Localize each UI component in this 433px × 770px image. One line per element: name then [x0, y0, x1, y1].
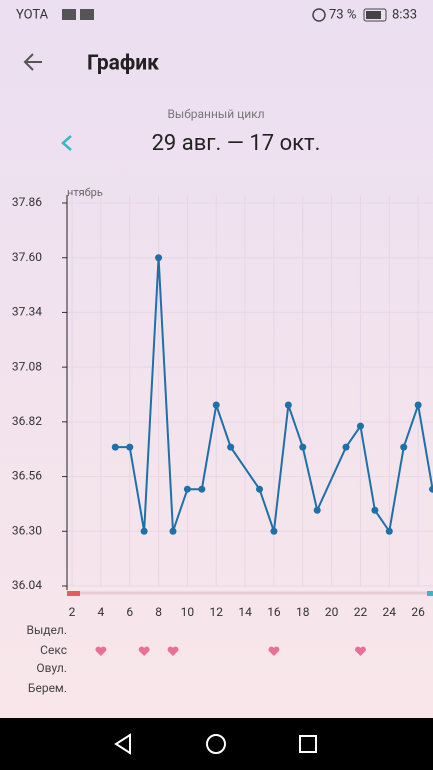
- carrier: YOTA: [16, 7, 49, 22]
- x-tick-label: 14: [238, 605, 252, 619]
- data-point: [126, 443, 134, 451]
- y-tick-label: 36.30: [12, 523, 42, 537]
- cycle-range: 29 авг. — 17 окт.: [152, 131, 321, 156]
- data-point: [356, 422, 364, 430]
- x-tick-label: 22: [354, 605, 368, 619]
- data-point: [299, 443, 307, 451]
- x-tick-label: 8: [155, 605, 162, 619]
- y-tick-label: 36.04: [12, 578, 42, 592]
- y-tick-label: 36.56: [12, 469, 42, 483]
- data-point: [371, 506, 379, 514]
- x-tick-label: 4: [98, 605, 105, 619]
- period-marker: [67, 591, 80, 596]
- data-point: [212, 401, 220, 409]
- data-point: [400, 443, 408, 451]
- data-point: [169, 527, 177, 535]
- row-label: Секс: [40, 643, 67, 657]
- x-tick-label: 26: [411, 605, 425, 619]
- heart: [167, 646, 179, 656]
- x-tick-label: 20: [325, 605, 339, 619]
- battery-percent: 73 %: [329, 7, 356, 22]
- data-point: [183, 485, 191, 493]
- nav-bar: [0, 718, 433, 770]
- x-tick-label: 6: [126, 605, 133, 619]
- data-point: [111, 443, 119, 451]
- y-tick-label: 37.34: [12, 305, 42, 319]
- row-label: Берем.: [28, 681, 67, 695]
- clock: 8:33: [392, 7, 417, 22]
- wifi-icon: [80, 9, 94, 20]
- x-tick-label: 24: [383, 605, 397, 619]
- eye-icon: [312, 8, 326, 22]
- data-point: [429, 485, 433, 493]
- data-point: [414, 401, 422, 409]
- heart: [95, 646, 107, 656]
- x-tick-label: 2: [69, 605, 76, 619]
- data-point: [155, 254, 163, 262]
- page-title: График: [87, 52, 159, 76]
- nav-home[interactable]: [206, 734, 226, 754]
- data-point: [385, 527, 393, 535]
- signal-icon: [62, 9, 76, 20]
- x-tick-label: 16: [267, 605, 281, 619]
- row-label: Выдел.: [27, 623, 68, 637]
- battery-icon: [363, 8, 387, 22]
- y-tick-label: 36.82: [12, 414, 42, 428]
- data-point: [198, 485, 206, 493]
- nav-recent[interactable]: [299, 735, 317, 753]
- data-point: [227, 443, 235, 451]
- x-tick-label: 10: [181, 605, 195, 619]
- nav-back[interactable]: [114, 733, 131, 755]
- data-point: [140, 527, 148, 535]
- heart: [355, 646, 366, 656]
- y-tick-label: 37.08: [12, 359, 42, 373]
- row-label: Овул.: [36, 661, 67, 675]
- heart: [268, 646, 280, 656]
- heart: [138, 646, 150, 656]
- x-tick-label: 12: [210, 605, 224, 619]
- x-tick-label: 18: [296, 605, 310, 619]
- chart: 36.04 36.30 36.56 36.82 37.08 37.34 37.60 37.86…: [12, 195, 433, 695]
- battery-level: [366, 11, 381, 19]
- data-point: [284, 401, 292, 409]
- back-button[interactable]: [23, 53, 42, 71]
- period-marker: [427, 591, 433, 596]
- data-point: [256, 485, 264, 493]
- month-label: нтябрь: [67, 186, 103, 199]
- data-point: [313, 506, 321, 514]
- y-tick-label: 37.60: [12, 250, 42, 264]
- prev-cycle[interactable]: [61, 135, 72, 151]
- data-point: [270, 527, 278, 535]
- data-point: [342, 443, 350, 451]
- y-tick-label: 37.86: [12, 195, 42, 209]
- cycle-caption: Выбранный цикл: [167, 107, 264, 121]
